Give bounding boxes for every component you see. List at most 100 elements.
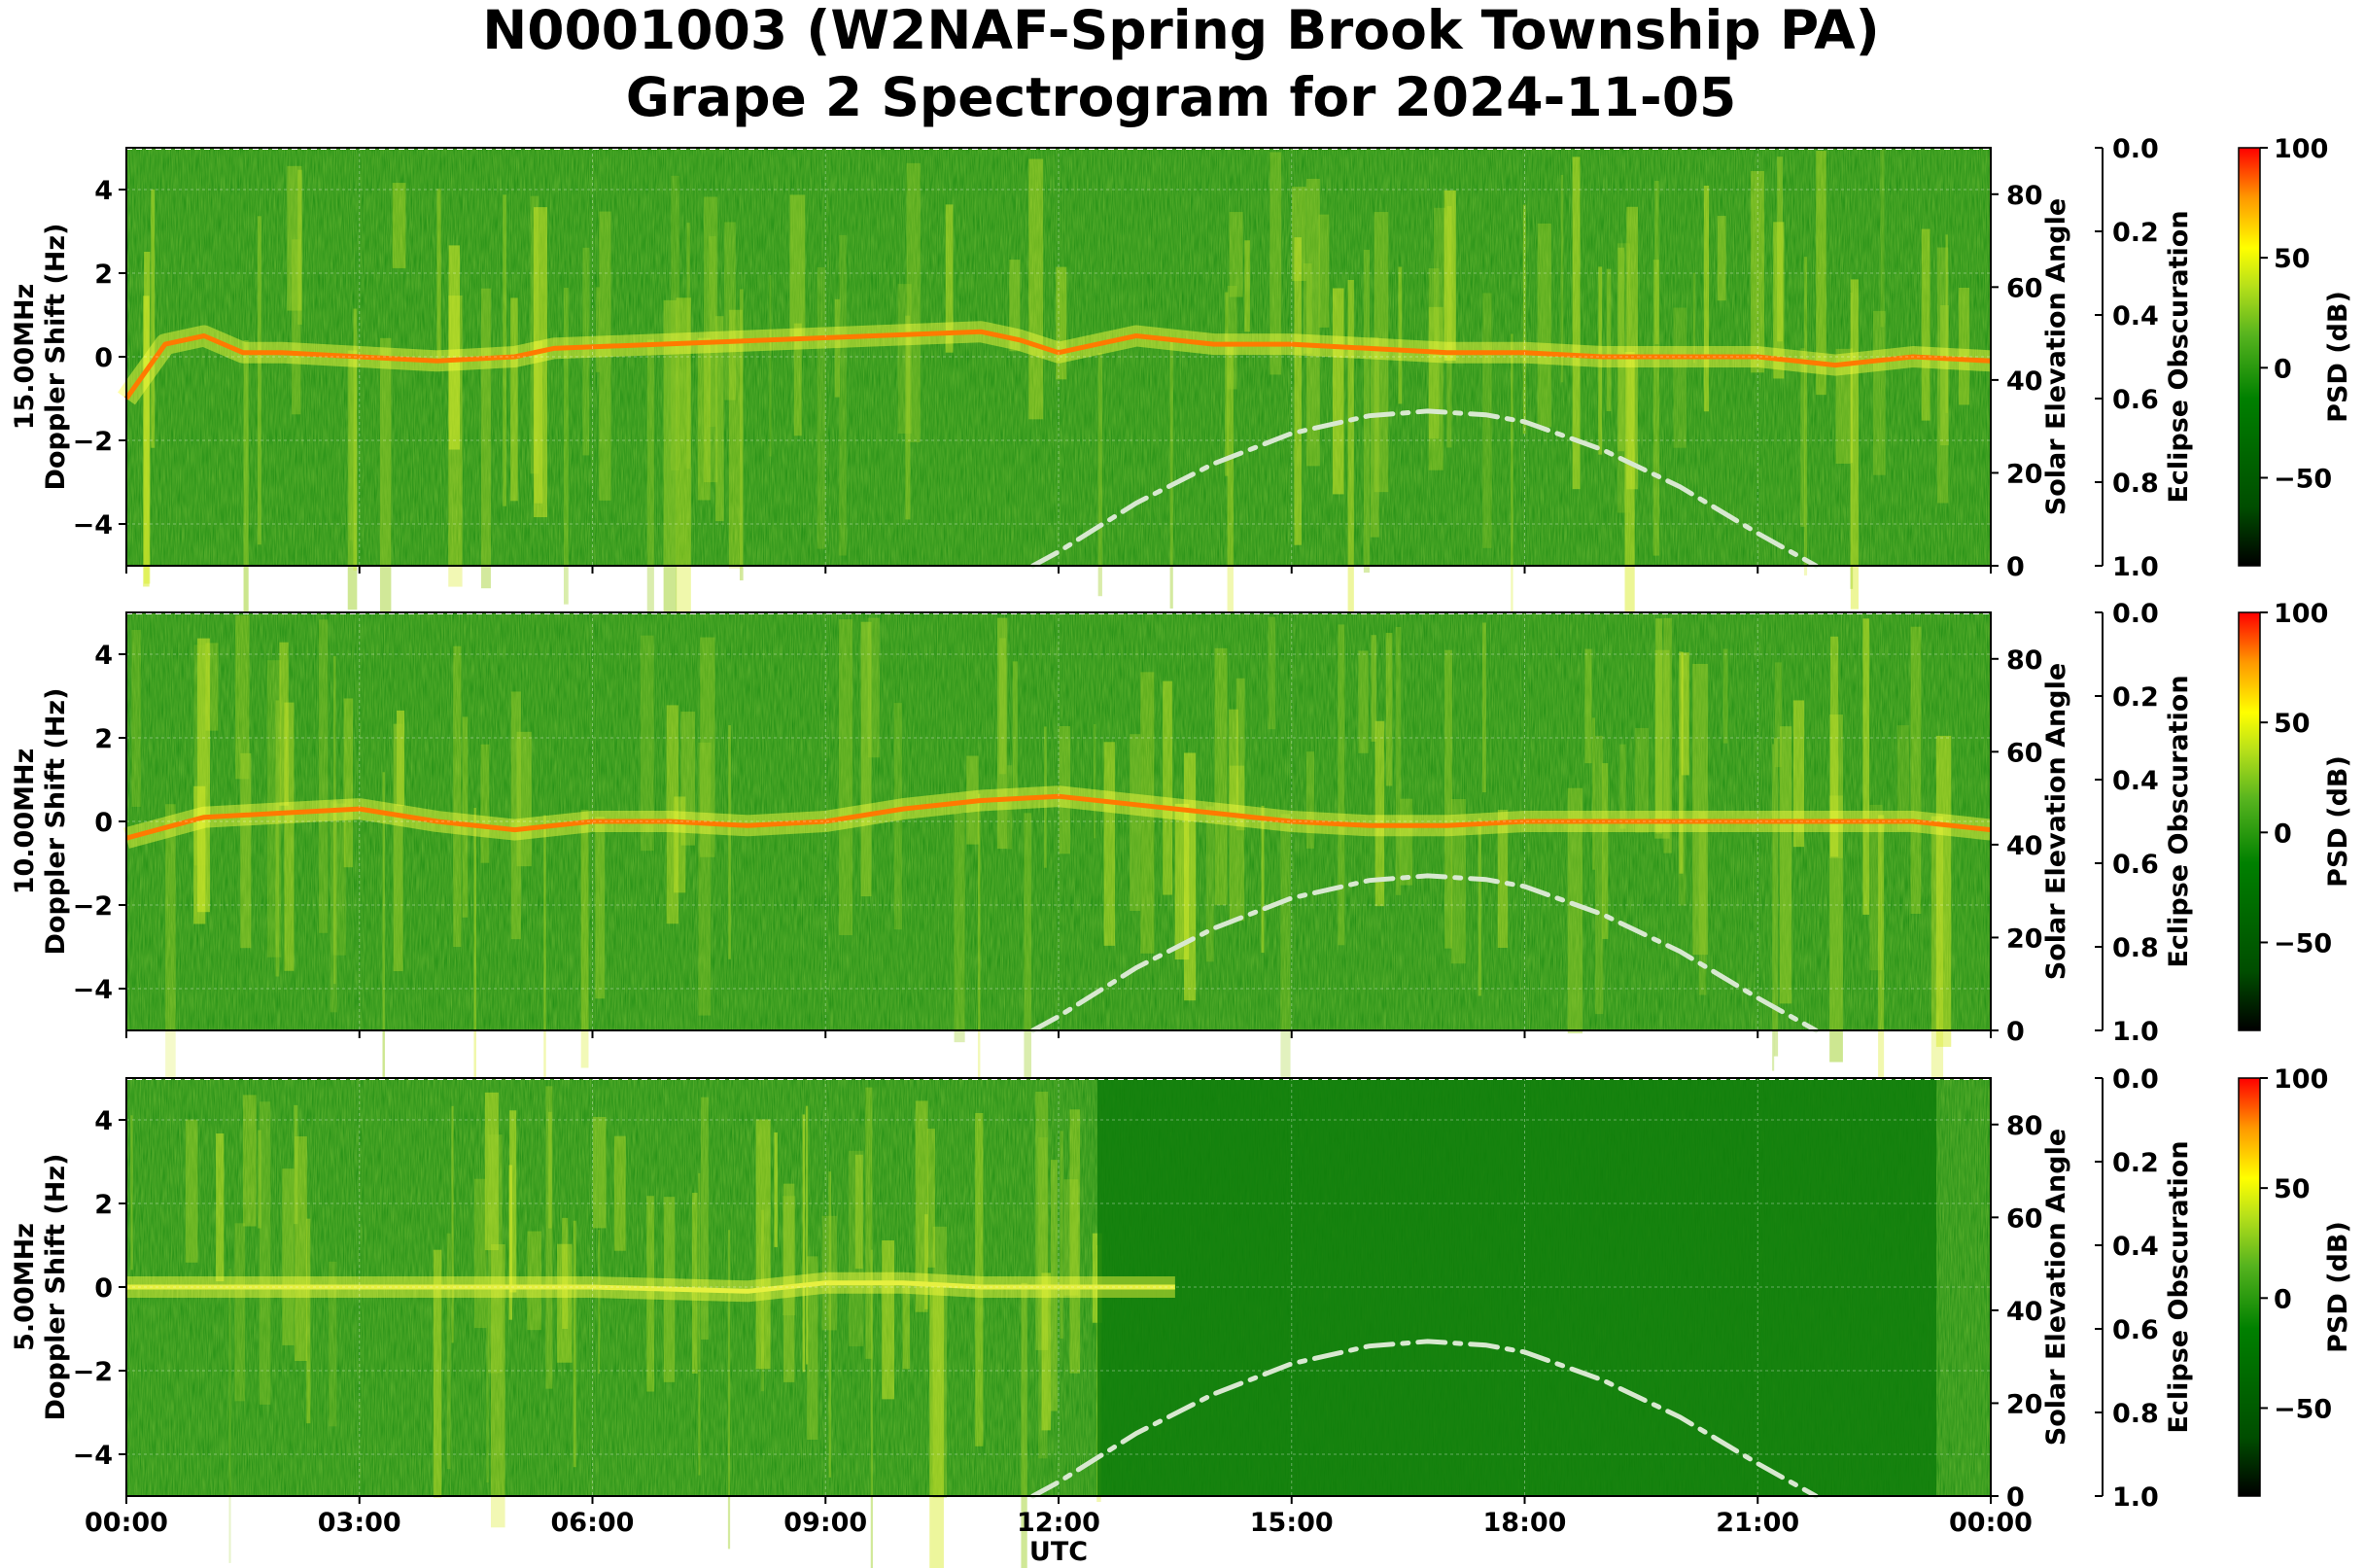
activity-streak	[1444, 649, 1452, 949]
activity-streak	[998, 638, 1006, 775]
activity-streak	[1092, 1233, 1102, 1323]
activity-streak	[382, 772, 385, 1089]
activity-streak	[1268, 616, 1276, 730]
activity-streak	[1850, 279, 1859, 610]
activity-streak	[1522, 204, 1526, 435]
activity-streak	[1592, 717, 1595, 870]
activity-streak	[838, 619, 853, 935]
activity-streak	[701, 1097, 709, 1340]
activity-streak	[1038, 1137, 1048, 1459]
activity-streak	[1063, 1179, 1079, 1296]
activity-streak	[510, 691, 521, 940]
activity-streak	[1292, 187, 1306, 281]
activity-streak	[1679, 775, 1687, 906]
activity-streak	[1652, 260, 1660, 556]
activity-streak	[1800, 348, 1806, 527]
activity-streak	[275, 700, 280, 977]
activity-streak	[1227, 342, 1234, 660]
figure-title-line1: N0001003 (W2NAF-Spring Brook Township PA…	[482, 0, 1880, 61]
activity-streak	[905, 315, 911, 520]
activity-streak	[700, 637, 715, 857]
activity-streak	[893, 703, 902, 930]
elevation-tick-label: 20	[2006, 923, 2043, 954]
solar-elevation-curve	[1030, 873, 1819, 1033]
y-axis-label-line: 5.00MHz	[10, 1223, 40, 1351]
activity-streak	[294, 1104, 298, 1225]
elevation-tick-label: 80	[2006, 1111, 2043, 1141]
elevation-axis-label: Solar Elevation Angle	[2041, 198, 2071, 515]
activity-streak	[728, 725, 731, 959]
activity-streak	[349, 355, 354, 540]
activity-streak	[433, 1249, 442, 1498]
activity-streak	[1318, 214, 1330, 328]
activity-streak	[1395, 626, 1402, 895]
activity-streak	[793, 323, 802, 436]
activity-streak	[1774, 662, 1782, 768]
activity-streak	[1371, 635, 1377, 742]
activity-streak	[854, 1154, 863, 1270]
y-axis-label-line: Doppler Shift (Hz)	[41, 1154, 71, 1421]
activity-streak	[1606, 268, 1612, 411]
eclipse-tick-label: 0.0	[2112, 599, 2159, 629]
activity-streak	[1572, 157, 1581, 490]
colorbar-tick-label: 100	[2274, 134, 2328, 164]
activity-streak	[1269, 152, 1282, 375]
activity-streak	[562, 1217, 569, 1329]
activity-streak	[193, 645, 207, 866]
y-tick-label: −4	[73, 510, 113, 540]
activity-streak	[1703, 185, 1710, 412]
activity-streak	[1338, 624, 1345, 946]
activity-streak	[353, 308, 358, 571]
doppler-trace	[125, 793, 1992, 841]
activity-streak	[484, 1092, 499, 1251]
activity-streak	[783, 1183, 795, 1382]
activity-streak	[760, 1209, 764, 1392]
elevation-tick-label: 40	[2006, 1297, 2043, 1327]
activity-streak	[599, 211, 611, 501]
elevation-tick-label: 60	[2006, 273, 2043, 303]
activity-streak	[1190, 809, 1197, 930]
activity-streak	[1773, 222, 1785, 379]
activity-streak	[392, 183, 406, 268]
activity-streak	[1816, 151, 1826, 396]
activity-streak	[1537, 223, 1551, 428]
activity-streak	[870, 1249, 873, 1568]
activity-streak	[915, 1100, 928, 1312]
activity-streak	[234, 1223, 246, 1402]
activity-streak	[1012, 661, 1018, 802]
activity-streak	[1940, 305, 1949, 446]
activity-streak	[1009, 260, 1021, 352]
activity-streak	[1850, 292, 1854, 589]
activity-streak	[330, 801, 337, 1013]
activity-streak	[789, 194, 806, 341]
activity-streak	[329, 1261, 337, 1427]
grid	[125, 1078, 1992, 1496]
activity-streak	[205, 643, 219, 731]
y-axis-label: 5.00MHzDoppler Shift (Hz)	[10, 1154, 71, 1421]
activity-streak	[258, 1130, 261, 1229]
y-tick-label: 2	[94, 1190, 113, 1220]
activity-streak	[131, 630, 141, 807]
activity-streak	[480, 288, 491, 589]
x-tick-label: 21:00	[1716, 1508, 1799, 1538]
activity-streak	[533, 207, 548, 518]
eclipse-tick-label: 0.4	[2112, 1232, 2159, 1262]
activity-streak	[769, 274, 772, 457]
activity-streak	[1229, 709, 1238, 813]
elevation-tick-label: 80	[2006, 645, 2043, 676]
activity-streak	[1385, 633, 1393, 786]
activity-streak	[557, 1243, 573, 1363]
activity-streak	[1174, 803, 1190, 960]
activity-streak	[598, 1230, 601, 1374]
activity-streak	[727, 1230, 731, 1550]
activity-streak	[1654, 181, 1659, 345]
activity-streak	[996, 617, 1008, 850]
eclipse-tick-label: 0.2	[2112, 218, 2159, 248]
activity-streak	[473, 1178, 487, 1329]
activity-streak	[1910, 626, 1922, 915]
activity-streak	[613, 1135, 626, 1251]
activity-streak	[259, 1101, 271, 1405]
activity-streak	[977, 793, 981, 1108]
activity-streak	[867, 617, 880, 758]
y-axis-label-line: Doppler Shift (Hz)	[41, 688, 71, 956]
